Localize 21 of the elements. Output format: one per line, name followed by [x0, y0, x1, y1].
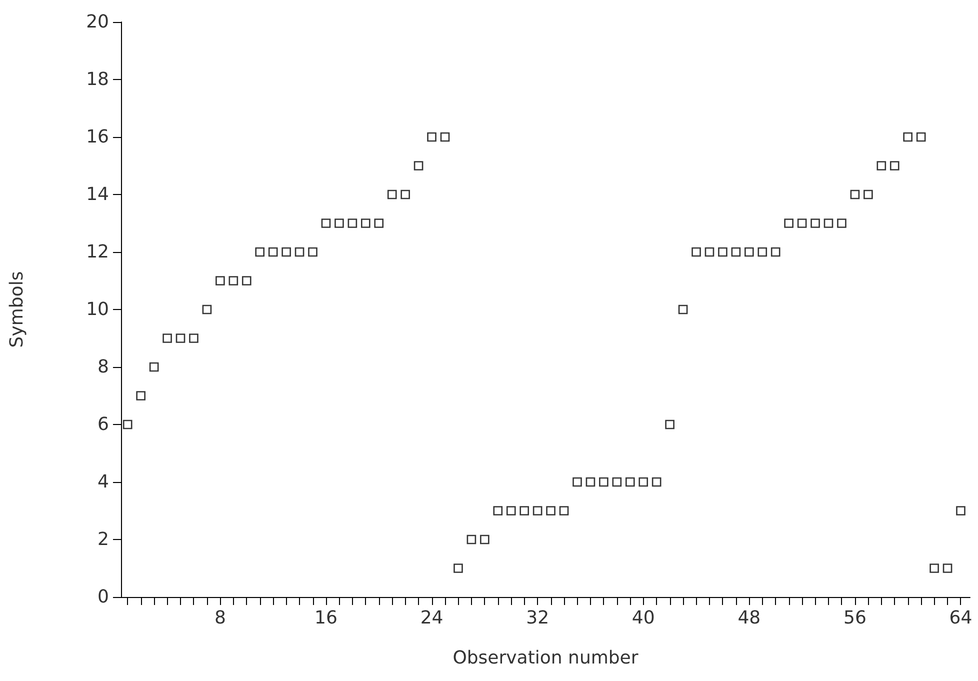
- y-tick-label: 10: [86, 299, 109, 320]
- x-tick-label: 16: [314, 608, 338, 628]
- x-tick-label: 32: [526, 608, 550, 628]
- y-tick-label: 12: [86, 242, 109, 262]
- x-tick-label: 48: [738, 608, 761, 628]
- y-tick-label: 18: [86, 69, 109, 90]
- y-axis-title: Symbols: [6, 271, 28, 348]
- y-tick-label: 20: [86, 12, 109, 32]
- x-tick-label: 40: [632, 608, 655, 628]
- y-tick-label: 6: [98, 414, 109, 435]
- x-tick-label: 8: [214, 608, 226, 628]
- y-tick-label: 2: [98, 529, 109, 550]
- x-tick-label: 64: [949, 608, 972, 628]
- y-tick-label: 14: [86, 184, 109, 205]
- y-tick-label: 8: [98, 356, 109, 378]
- y-tick-label: 16: [86, 126, 109, 148]
- y-tick-label: 4: [98, 472, 109, 492]
- y-tick-label: 0: [98, 586, 109, 608]
- x-tick-label: 56: [843, 608, 866, 628]
- x-tick-label: 24: [420, 608, 444, 628]
- x-axis-title: Observation number: [452, 648, 639, 668]
